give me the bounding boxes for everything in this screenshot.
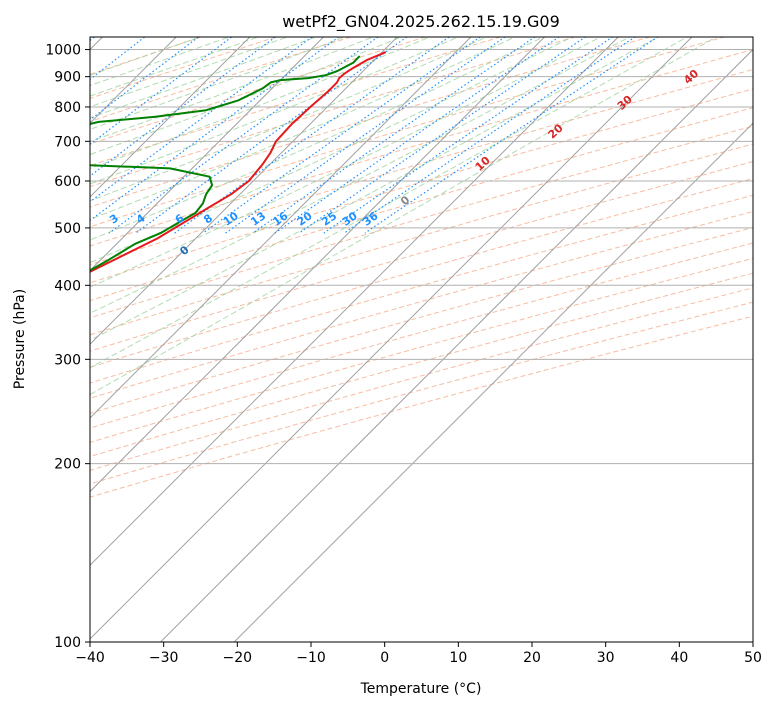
x-axis-ticks: −40 −30 −20 −10 0 10 20 30 40 50	[75, 642, 762, 666]
y-tick-label: 300	[54, 352, 81, 368]
x-tick-label: 0	[380, 650, 389, 666]
dry-adiabat-line	[90, 194, 753, 384]
dry-adiabat-line	[90, 272, 753, 458]
isotherms	[90, 37, 753, 642]
temperature-profile	[90, 51, 387, 273]
y-tick-label: 600	[54, 174, 81, 190]
dry-adiabat-line	[90, 315, 753, 498]
isotherm-line	[90, 37, 398, 345]
dry-adiabat-line	[90, 107, 753, 302]
moist-adiabat-line	[90, 37, 660, 341]
mixing-ratio-line	[135, 37, 408, 234]
isotherm-line	[90, 37, 619, 566]
plot-area: 0.10.20.40.611.52346810131620253036-100-…	[89, 36, 754, 643]
dry-adiabats	[90, 37, 753, 498]
dewpoint-profile	[90, 55, 361, 272]
y-tick-label: 200	[54, 457, 81, 473]
moist-adiabat-line	[90, 37, 631, 314]
x-tick-label: 50	[744, 650, 762, 666]
y-tick-label: 100	[54, 635, 81, 651]
plot-frame	[89, 36, 754, 643]
isotherm-line	[90, 37, 251, 198]
mixing-ratio-line	[108, 37, 379, 234]
mixing-ratio-lines	[90, 37, 659, 234]
mixing-ratio-line	[343, 37, 637, 234]
mixing-ratio-line	[90, 37, 277, 177]
mixing-ratio-line	[90, 37, 313, 203]
y-axis-ticks: 1000 900 800 700 600 500 400 300 200 100	[45, 43, 90, 651]
isotherm-line	[90, 37, 325, 272]
x-tick-label: −20	[223, 650, 253, 666]
y-tick-label: 900	[54, 70, 81, 86]
dry-adiabat-line	[90, 226, 753, 414]
mixing-ratio-line	[225, 37, 506, 234]
mixing-ratio-line	[90, 37, 233, 146]
mixing-ratio-line	[252, 37, 536, 234]
mixing-ratio-line	[90, 37, 200, 121]
isotherm-line	[159, 48, 753, 642]
isotherm-line	[90, 37, 472, 419]
y-tick-label: 1000	[45, 43, 81, 59]
dry-adiabat-line	[90, 178, 753, 368]
y-tick-label: 700	[54, 134, 81, 150]
x-tick-label: −10	[296, 650, 326, 666]
dry-adiabat-line	[90, 287, 753, 471]
moist-adiabat-line	[90, 37, 545, 241]
x-tick-label: −30	[149, 650, 179, 666]
x-tick-label: 30	[597, 650, 615, 666]
dry-adiabat-line	[90, 242, 753, 429]
mixing-ratio-line	[323, 37, 614, 234]
sounding-profiles	[90, 51, 387, 273]
y-tick-label: 400	[54, 278, 81, 294]
x-tick-label: 10	[449, 650, 467, 666]
isotherm-line	[90, 37, 693, 640]
y-axis-label: Pressure (hPa)	[12, 289, 28, 389]
mixing-ratio-line	[90, 37, 340, 222]
x-axis-label: Temperature (°C)	[360, 681, 482, 697]
x-tick-label: 40	[670, 650, 688, 666]
x-tick-label: 20	[523, 650, 541, 666]
x-tick-label: −40	[75, 650, 105, 666]
y-tick-label: 500	[54, 221, 81, 237]
y-tick-label: 800	[54, 100, 81, 116]
isotherm-line	[233, 122, 753, 642]
chart-title: wetPf2_GN04.2025.262.15.19.G09	[282, 12, 560, 32]
dry-adiabat-line	[90, 125, 753, 319]
mixing-ratio-line	[202, 37, 482, 234]
pressure-gridlines	[90, 49, 753, 642]
isotherm-line	[90, 37, 546, 493]
